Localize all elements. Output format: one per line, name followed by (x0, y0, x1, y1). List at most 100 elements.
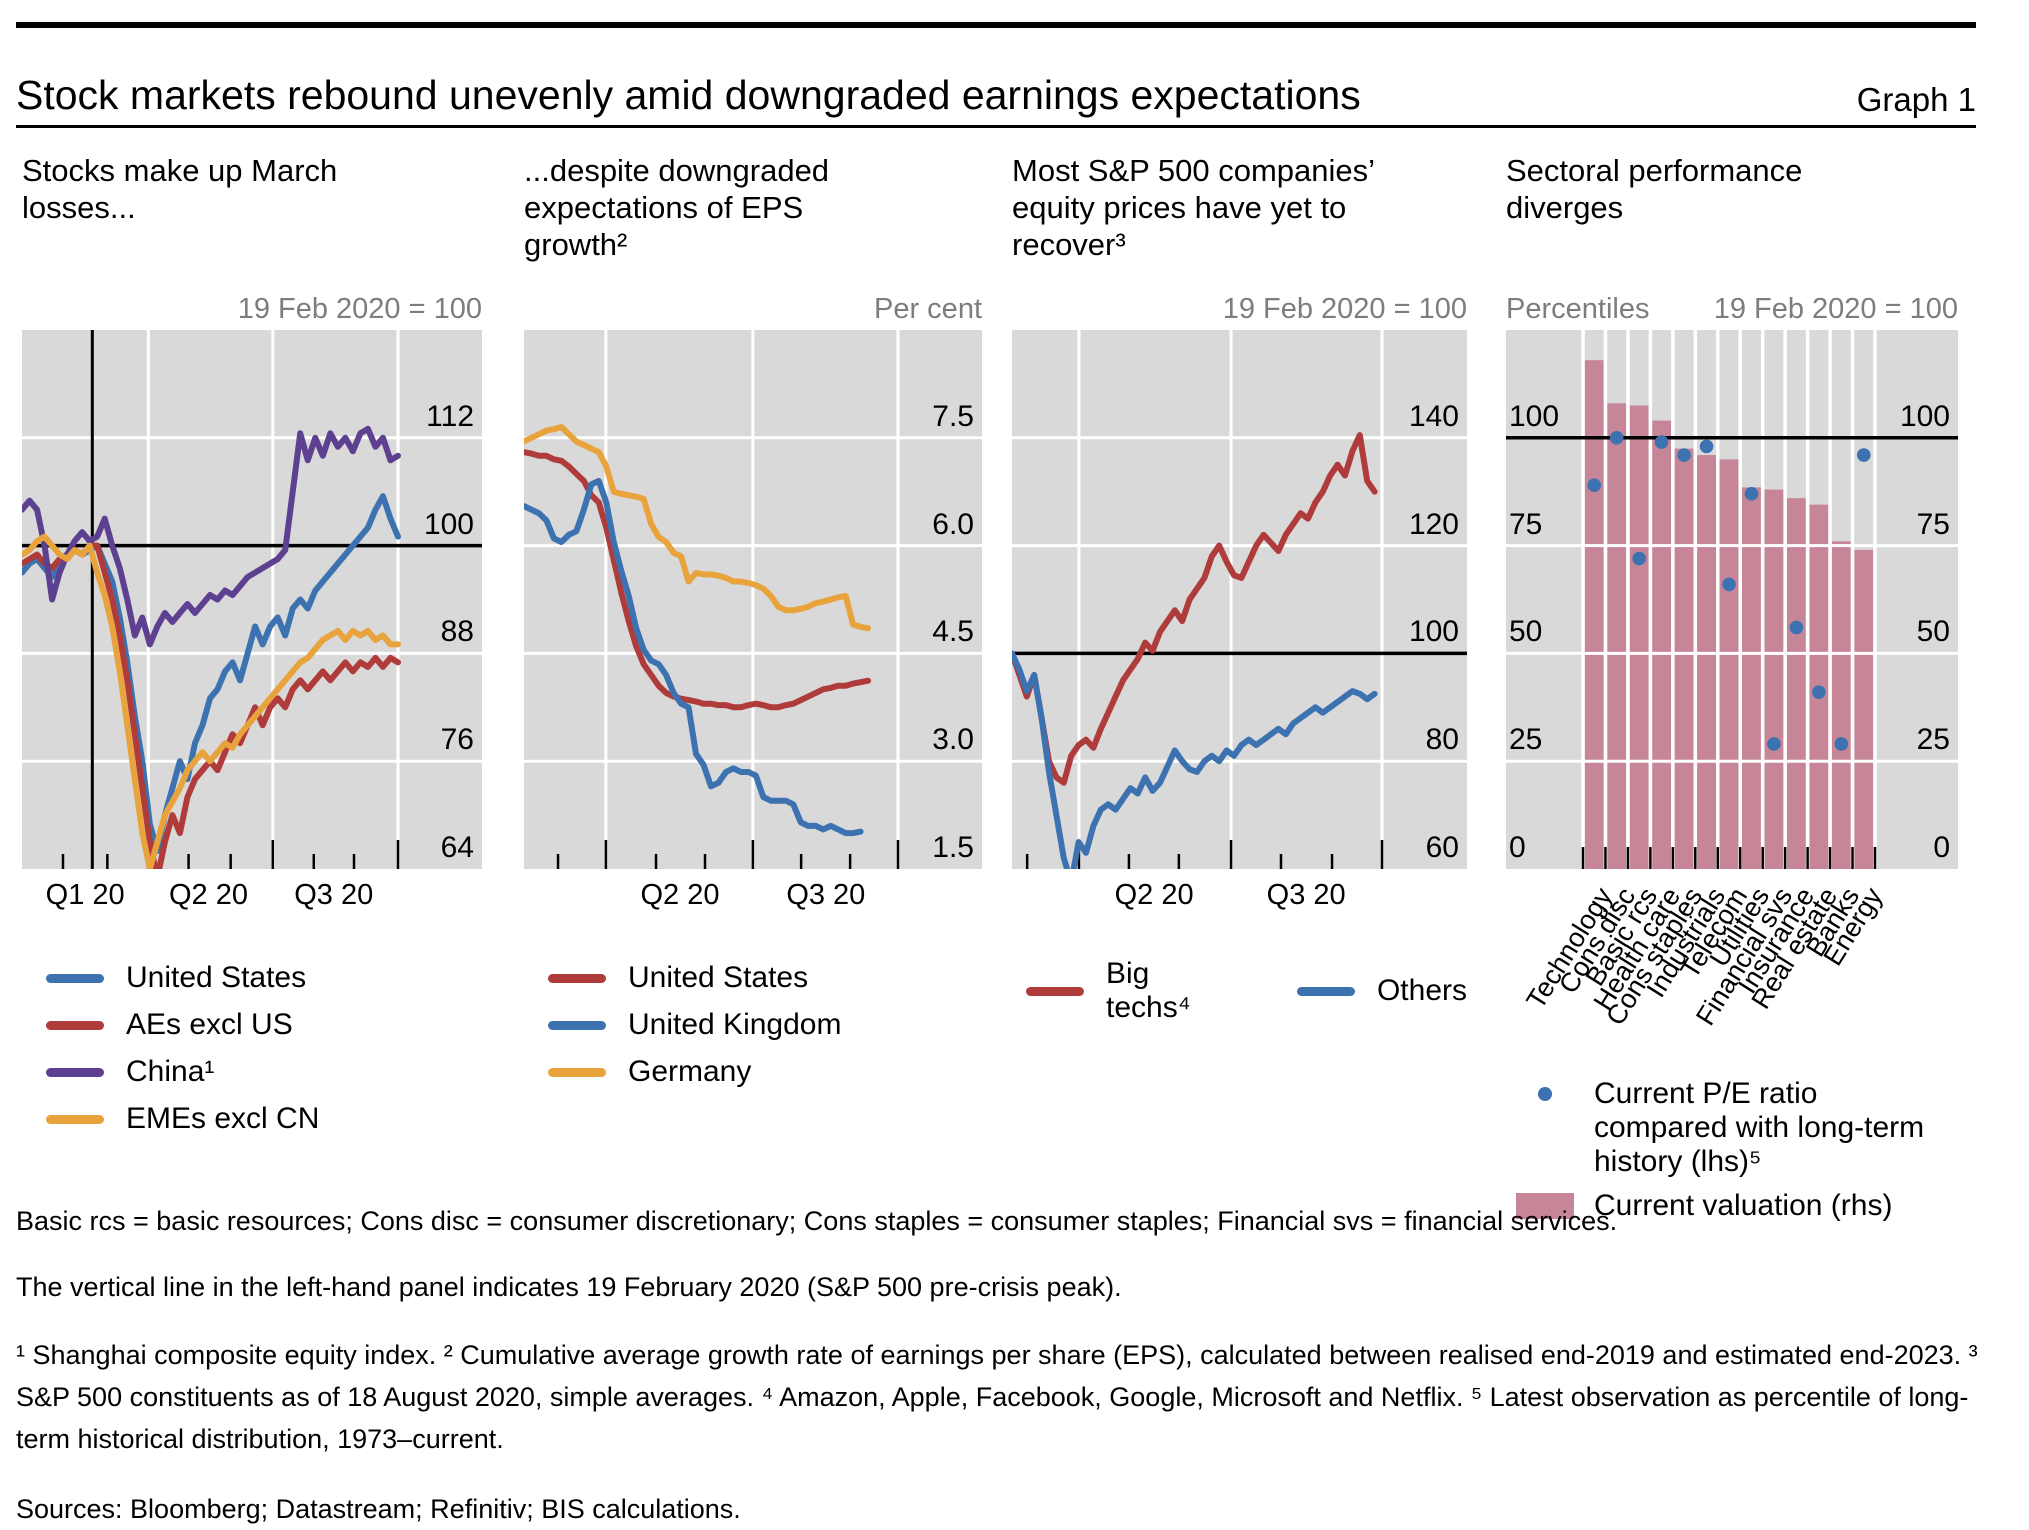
x-axis-labels: Q1 20 Q2 20 Q3 20 (22, 869, 482, 921)
series-line-emes-excl-cn (22, 533, 401, 869)
y-axis-label: 7.5 (932, 399, 974, 433)
legend-line-swatch (46, 973, 104, 983)
unit-label-right: 19 Feb 2020 = 100 (1222, 293, 1467, 325)
legend-item: Current P/E ratio compared with long-ter… (1516, 1077, 1958, 1179)
p1-chart (22, 330, 482, 869)
dot-financial-svs (1767, 737, 1781, 751)
legend-label: Germany (628, 1055, 752, 1088)
bar-basic-rcs (1629, 405, 1649, 869)
bar-cons-disc (1607, 403, 1627, 869)
y-axis-label-left: 100 (1509, 399, 1560, 433)
legend-label: Current P/E ratio compared with long-ter… (1594, 1077, 1925, 1178)
bar-telecom (1719, 459, 1739, 869)
x-axis-label: Q2 20 (1114, 879, 1194, 911)
legend-label: China¹ (126, 1055, 215, 1088)
legend-line-swatch (548, 973, 606, 983)
graph-number-label: Graph 1 (1856, 81, 1976, 118)
legend-label: AEs excl US (126, 1008, 293, 1041)
y-axis-label: 3.0 (932, 723, 974, 757)
y-axis-label-left: 0 (1509, 831, 1526, 864)
dot-technology (1587, 478, 1602, 493)
numbered-footnotes: ¹ Shanghai composite equity index. ² Cum… (16, 1340, 1978, 1454)
plot-area: 140 120 100 80 60 (1012, 330, 1467, 869)
legend-dot-swatch (1538, 1087, 1552, 1101)
y-axis-label: 80 (1425, 723, 1459, 757)
y-axis-label: 88 (440, 615, 474, 649)
legend-line-swatch (46, 1114, 104, 1124)
legend-item: EMEs excl CN (46, 1102, 482, 1136)
legend-line-swatch (46, 1020, 104, 1030)
bar-health-care (1652, 420, 1672, 869)
series-line-others (1012, 650, 1378, 869)
panel-eps-growth: ...despite downgraded expectations of EP… (524, 144, 982, 1102)
legend-item: Others (1296, 974, 1467, 1008)
legend-line-swatch (548, 1020, 606, 1030)
legend-item: Big techs⁴ (1026, 957, 1201, 1025)
dot-real-estate (1812, 685, 1826, 700)
dot-utilities (1744, 487, 1759, 501)
abbreviations-note: Basic rcs = basic resources; Cons disc =… (16, 1206, 1618, 1236)
series-line-china- (22, 425, 401, 648)
legend-line-swatch (1026, 986, 1084, 996)
legend: United States United Kingdom Germany (524, 961, 982, 1089)
bar-utilities (1741, 487, 1761, 869)
series-line-germany (524, 424, 872, 632)
dot-energy (1856, 448, 1871, 462)
legend-item: United Kingdom (548, 1008, 982, 1042)
legend-label: United States (126, 961, 307, 994)
x-axis-label: Q3 20 (294, 879, 374, 911)
legend-line-swatch (46, 1067, 104, 1077)
top-rule (16, 22, 1976, 28)
unit-label-right: 19 Feb 2020 = 100 (1713, 293, 1958, 325)
panel-sp500-recovery: Most S&P 500 companies’ equity prices ha… (1012, 144, 1467, 1025)
y-axis-label: 120 (1408, 507, 1459, 541)
y-axis-label-right: 100 (1899, 399, 1950, 433)
bar-cons-staples (1674, 448, 1694, 869)
bar-energy (1854, 549, 1874, 869)
y-axis-label: 76 (440, 723, 474, 757)
legend-item: China¹ (46, 1055, 482, 1089)
panel-title: Most S&P 500 companies’ equity prices ha… (1012, 153, 1376, 262)
x-axis-label: Q3 20 (786, 879, 866, 911)
panel-title: ...despite downgraded expectations of EP… (524, 153, 830, 262)
legend-item: Current valuation (rhs) (1516, 1189, 1958, 1223)
x-axis-labels: Q2 20 Q3 20 (1012, 869, 1467, 921)
sector-axis-labels: Technology Cons disc Basic rcs Health care C… (1506, 869, 1958, 1075)
legend: Current P/E ratio compared with long-ter… (1506, 1077, 1958, 1223)
unit-label-right: 19 Feb 2020 = 100 (237, 293, 482, 325)
y-axis-label-right: 25 (1916, 723, 1950, 757)
legend-item: Germany (548, 1055, 982, 1089)
x-axis-label: Q2 20 (168, 879, 248, 911)
x-axis-label: Q1 20 (45, 879, 125, 911)
y-axis-label: 64 (440, 831, 474, 864)
plot-area: 7.5 6.0 4.5 3.0 1.5 (524, 330, 982, 869)
y-axis-label: 60 (1425, 831, 1459, 864)
dot-insurance (1789, 620, 1804, 635)
p4-chart (1506, 330, 1958, 869)
legend-label: Big techs⁴ (1106, 957, 1191, 1024)
legend-line-swatch (548, 1067, 606, 1077)
legend-line-swatch (1296, 986, 1355, 996)
legend-label: United States (628, 961, 809, 994)
y-axis-label-left: 25 (1509, 723, 1543, 757)
legend: United States AEs excl US China¹ EMEs excl … (22, 961, 482, 1136)
unit-label-left: Percentiles (1506, 293, 1650, 325)
bar-banks (1831, 541, 1851, 869)
footnotes: Basic rcs = basic resources; Cons disc =… (16, 1200, 1991, 1530)
legend-label: Current valuation (rhs) (1594, 1189, 1893, 1222)
dot-telecom (1722, 577, 1736, 592)
y-axis-label: 100 (1408, 615, 1459, 649)
x-axis-labels: Q2 20 Q3 20 (524, 869, 982, 921)
legend-bar-swatch (1516, 1193, 1574, 1219)
page-title: Stock markets rebound unevenly amid down… (16, 72, 1361, 118)
y-axis-label-right: 50 (1916, 615, 1950, 649)
dot-cons-staples (1677, 448, 1691, 462)
legend-item: United States (46, 961, 482, 995)
y-axis-label-right: 0 (1933, 831, 1950, 864)
dot-industrials (1699, 439, 1714, 454)
bar-financial-svs (1764, 489, 1784, 869)
panel-title: Stocks make up March losses... (22, 153, 338, 225)
plot-area: 100 100 75 75 50 50 25 25 0 0 (1506, 330, 1958, 869)
legend-item: United States (548, 961, 982, 995)
